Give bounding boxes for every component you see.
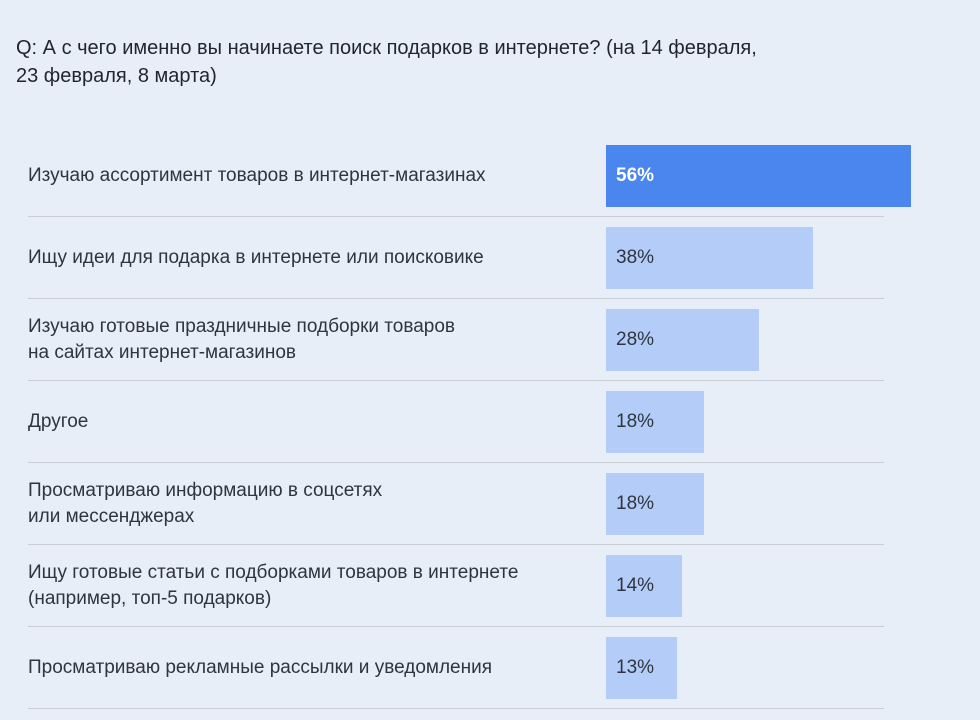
category-label: Ищу идеи для подарка в интернете или пои… bbox=[28, 247, 484, 268]
bar bbox=[606, 309, 759, 371]
value-label: 18% bbox=[616, 411, 655, 432]
bar bbox=[606, 473, 704, 535]
row-divider bbox=[28, 462, 884, 463]
chart-row: Просматриваю информацию в соцсетях или м… bbox=[0, 463, 980, 545]
value-label: 56% bbox=[616, 165, 655, 186]
value-label: 13% bbox=[616, 657, 655, 678]
bar bbox=[606, 391, 704, 453]
row-divider bbox=[28, 216, 884, 217]
chart-row: Другое 18% bbox=[0, 381, 980, 463]
value-label: 38% bbox=[616, 247, 655, 268]
value-label: 14% bbox=[616, 575, 655, 596]
chart-row: Просматриваю рекламные рассылки и уведом… bbox=[0, 627, 980, 709]
row-divider bbox=[28, 380, 884, 381]
category-label: Ищу готовые статьи с подборками товаров … bbox=[28, 562, 519, 609]
chart-row: Изучаю готовые праздничные подборки това… bbox=[0, 299, 980, 381]
bar bbox=[606, 145, 911, 207]
bar bbox=[606, 227, 813, 289]
category-label: Просматриваю рекламные рассылки и уведом… bbox=[28, 657, 492, 678]
value-label: 18% bbox=[616, 493, 655, 514]
chart-row: Изучаю ассортимент товаров в интернет-ма… bbox=[0, 135, 980, 217]
row-divider bbox=[28, 298, 884, 299]
category-label: Просматриваю информацию в соцсетях или м… bbox=[28, 480, 383, 527]
bar bbox=[606, 637, 677, 699]
category-label: Другое bbox=[28, 411, 89, 432]
category-label: Изучаю ассортимент товаров в интернет-ма… bbox=[28, 165, 486, 186]
row-divider bbox=[28, 626, 884, 627]
category-label: Изучаю готовые праздничные подборки това… bbox=[28, 316, 456, 363]
chart-row: Ищу готовые статьи с подборками товаров … bbox=[0, 545, 980, 627]
chart-row: Ищу идеи для подарка в интернете или пои… bbox=[0, 217, 980, 299]
value-label: 28% bbox=[616, 329, 655, 350]
bar bbox=[606, 555, 682, 617]
question-title: Q: А с чего именно вы начинаете поиск по… bbox=[16, 37, 757, 87]
row-divider bbox=[28, 544, 884, 545]
row-divider bbox=[28, 708, 884, 709]
